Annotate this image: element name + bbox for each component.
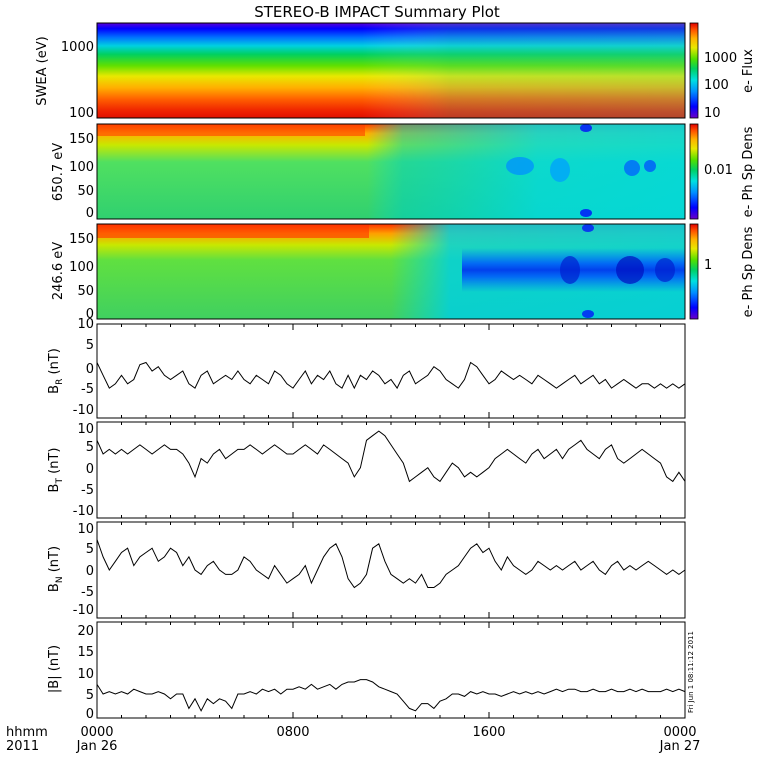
x-tick-label: 1600 bbox=[472, 725, 505, 740]
pad-650-ytick: 100 bbox=[69, 160, 94, 175]
pad-246-patch bbox=[655, 258, 675, 282]
pad-650-patch bbox=[550, 158, 570, 182]
pad-246-patch bbox=[616, 256, 644, 284]
pad-650-patch bbox=[624, 160, 640, 176]
pad-246-cbar-tick: 1 bbox=[704, 258, 712, 273]
swea-cbar-tick-10: 10 bbox=[704, 106, 721, 121]
bmag-ylabel: |B| (nT) bbox=[47, 645, 62, 693]
pad-246-frame bbox=[96, 223, 686, 320]
swea-ylabel: SWEA (eV) bbox=[35, 36, 50, 105]
bt-series-line bbox=[96, 430, 686, 483]
br-y-tick-label: 0 bbox=[86, 362, 94, 377]
pad-650-patch bbox=[580, 209, 592, 217]
bn-ylabel: BN (nT) bbox=[47, 546, 65, 592]
bmag-y-tick-label: 0 bbox=[86, 707, 94, 722]
bt-y-tick-label: 5 bbox=[86, 440, 94, 455]
br-y-tick-label: -10 bbox=[73, 403, 94, 418]
pad-650-ytick: 50 bbox=[77, 184, 94, 199]
bmag-y-tick-label: 10 bbox=[77, 667, 94, 682]
bn-y-tick-label: 10 bbox=[77, 522, 94, 537]
figure-title: STEREO-B IMPACT Summary Plot bbox=[254, 3, 500, 21]
pad-650-late-overlay bbox=[97, 124, 685, 219]
x-row1-label: hhmm bbox=[6, 725, 48, 740]
x-tick-label: 0800 bbox=[276, 725, 309, 740]
x-tick-label: 0000 bbox=[80, 725, 113, 740]
x-row2-label: 2011 bbox=[6, 739, 39, 754]
pad-246-cbar-label: e- Ph Sp Dens bbox=[741, 226, 756, 317]
x-date-label: Jan 26 bbox=[76, 739, 118, 754]
swea-cbar-tick-1000: 1000 bbox=[704, 51, 737, 66]
pad-650-red-cap bbox=[97, 124, 365, 136]
pad-650-cbar-tick: 0.01 bbox=[704, 163, 733, 178]
pad-650-patch bbox=[506, 157, 534, 175]
bmag-y-tick-label: 20 bbox=[77, 624, 94, 639]
pad-650-blue-patches bbox=[506, 124, 656, 217]
br-y-tick-label: -5 bbox=[81, 382, 94, 397]
pad-650-panel: 650.7 eV 150 100 50 0 0.01 e- Ph Sp Dens bbox=[51, 123, 756, 221]
swea-cbar-tick-100: 100 bbox=[704, 78, 729, 93]
bn-frame bbox=[96, 521, 686, 619]
bt-panel: 10 5 0 -5 -10 BT (nT) bbox=[47, 421, 686, 519]
br-y-tick-label: 10 bbox=[77, 317, 94, 332]
swea-ytick-100: 100 bbox=[69, 106, 94, 121]
pad-246-ytick: 150 bbox=[69, 232, 94, 247]
x-axis-labels: hhmm 2011 0000 0800 1600 0000 Jan 26 Jan… bbox=[6, 725, 700, 754]
bmag-series-line bbox=[96, 679, 686, 712]
pad-246-colorbar: 1 e- Ph Sp Dens bbox=[689, 223, 756, 320]
bn-y-tick-label: 5 bbox=[86, 542, 94, 557]
pad-650-ylabel: 650.7 eV bbox=[51, 143, 66, 201]
pad-246-patch bbox=[582, 224, 594, 232]
swea-spectrogram-panel: SWEA (eV) 1000 100 1000 100 10 e- Flux bbox=[35, 22, 756, 121]
pad-246-patch bbox=[560, 256, 580, 284]
bt-y-tick-label: -5 bbox=[81, 483, 94, 498]
bt-frame bbox=[96, 421, 686, 519]
bmag-frame bbox=[96, 621, 686, 719]
side-timestamp: Fri Jun 1 08:11:12 2011 bbox=[687, 631, 695, 713]
pad-650-colorbar: 0.01 e- Ph Sp Dens bbox=[689, 123, 756, 220]
swea-colorbar: 1000 100 10 e- Flux bbox=[689, 22, 756, 121]
pad-650-ytick: 150 bbox=[69, 132, 94, 147]
br-ylabel: BR (nT) bbox=[47, 348, 65, 394]
magnetic-field-panels: 10 5 0 -5 -10 BR (nT) 10 5 0 -5 -10 BT (nT) 10 5 0 -5 -1… bbox=[47, 317, 686, 722]
pad-246-dark-patches bbox=[560, 224, 675, 318]
swea-colorbar-fill bbox=[689, 22, 699, 119]
pad-650-colorbar-fill bbox=[689, 123, 699, 220]
bt-y-tick-label: 10 bbox=[77, 422, 94, 437]
x-tick-label: 0000 bbox=[663, 725, 696, 740]
bmag-y-tick-label: 5 bbox=[86, 688, 94, 703]
br-panel: 10 5 0 -5 -10 BR (nT) bbox=[47, 317, 686, 419]
bn-y-tick-label: -10 bbox=[73, 603, 94, 618]
bmag-y-tick-label: 15 bbox=[77, 645, 94, 660]
pad-246-colorbar-fill bbox=[689, 223, 699, 320]
swea-spectrogram-frame bbox=[96, 22, 686, 119]
bn-y-tick-label: 0 bbox=[86, 564, 94, 579]
br-y-tick-label: 5 bbox=[86, 338, 94, 353]
bt-y-tick-label: 0 bbox=[86, 462, 94, 477]
bt-y-tick-label: -10 bbox=[73, 504, 94, 519]
pad-246-ytick: 100 bbox=[69, 260, 94, 275]
bn-y-tick-label: -5 bbox=[81, 585, 94, 600]
bt-ylabel: BT (nT) bbox=[47, 448, 65, 493]
bn-series-line bbox=[96, 539, 686, 589]
pad-246-ytick: 0 bbox=[86, 307, 94, 322]
pad-650-cbar-label: e- Ph Sp Dens bbox=[741, 126, 756, 217]
x-date-label: Jan 27 bbox=[659, 739, 701, 754]
swea-ytick-1000: 1000 bbox=[61, 40, 94, 55]
swea-spectrogram-late-overlay bbox=[97, 23, 685, 118]
br-frame bbox=[96, 323, 686, 419]
pad-650-patch bbox=[644, 160, 656, 172]
pad-650-ytick: 0 bbox=[86, 206, 94, 221]
br-series-line bbox=[96, 361, 686, 390]
pad-650-patch bbox=[580, 124, 592, 132]
pad-246-ytick: 50 bbox=[77, 284, 94, 299]
bn-panel: 10 5 0 -5 -10 BN (nT) bbox=[47, 521, 686, 619]
pad-246-red-cap bbox=[97, 224, 369, 238]
pad-246-ylabel: 246.6 eV bbox=[51, 242, 66, 300]
pad-246-panel: 246.6 eV 150 100 50 0 1 e- Ph Sp Dens bbox=[51, 223, 756, 322]
bmag-panel: 20 15 10 5 0 |B| (nT) bbox=[47, 621, 686, 722]
pad-246-patch bbox=[582, 310, 594, 318]
swea-cbar-label: e- Flux bbox=[741, 49, 756, 93]
pad-650-frame bbox=[96, 123, 686, 220]
